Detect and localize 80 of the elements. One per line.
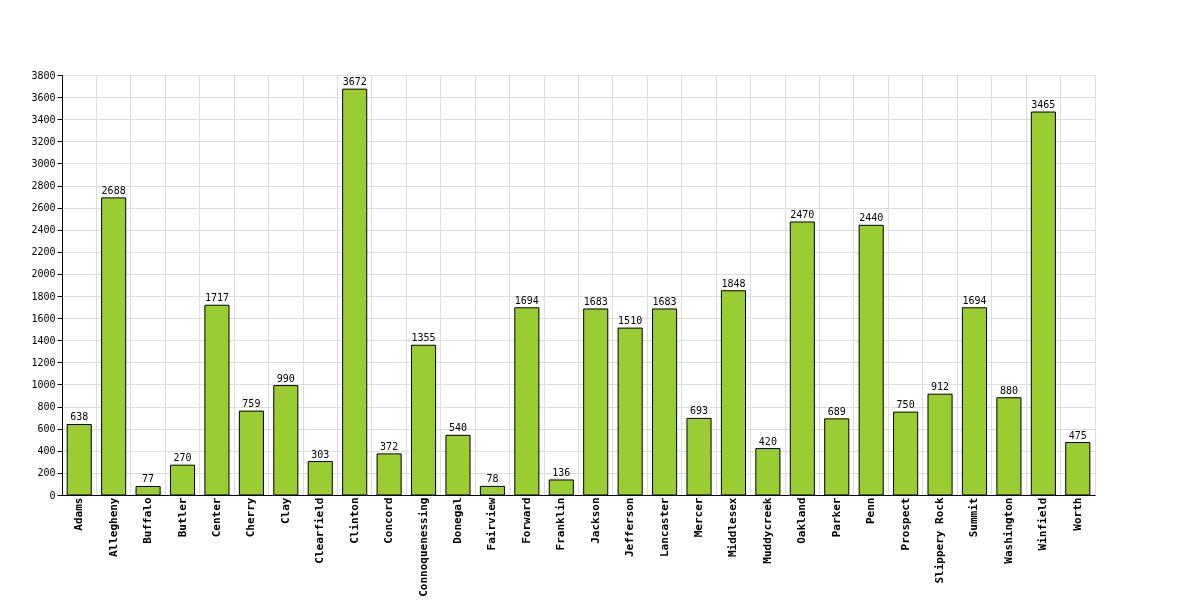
y-tick-label: 2000 — [31, 268, 56, 280]
x-tick-label: Buffalo — [141, 497, 155, 544]
data-label: 912 — [931, 381, 950, 393]
data-label: 689 — [827, 405, 846, 417]
data-label: 759 — [242, 398, 261, 410]
data-label: 270 — [173, 452, 192, 464]
x-tick-label: Oakland — [795, 497, 809, 544]
x-tick-label: Clearfield — [313, 497, 327, 564]
y-tick-label: 800 — [37, 401, 56, 413]
data-label: 2688 — [101, 184, 126, 196]
y-tick-label: 1400 — [31, 334, 56, 346]
y-tick-label: 2200 — [31, 246, 56, 258]
data-label: 475 — [1068, 429, 1087, 441]
x-tick-label: Jackson — [588, 497, 602, 544]
x-tick-label: Washington — [1001, 497, 1015, 564]
data-label: 2440 — [859, 212, 884, 224]
x-tick-label: Worth — [1070, 497, 1084, 531]
x-tick-label: Penn — [864, 497, 878, 524]
data-label: 990 — [276, 372, 295, 384]
y-tick-label: 1600 — [31, 312, 56, 324]
y-tick-label: 2800 — [31, 180, 56, 192]
data-label: 77 — [142, 473, 155, 485]
x-tick-label: Butler — [175, 497, 189, 538]
y-tick-label: 3200 — [31, 135, 56, 147]
x-tick-label: Parker — [829, 497, 843, 538]
data-label: 78 — [486, 473, 499, 485]
x-tick-label: Prospect — [898, 497, 912, 551]
data-label: 303 — [311, 448, 330, 460]
x-tick-label: Allegheny — [106, 497, 120, 558]
data-label: 2470 — [790, 209, 815, 220]
data-label: 1683 — [652, 295, 677, 307]
data-label: 880 — [999, 384, 1018, 396]
data-label: 1694 — [962, 294, 987, 306]
y-tick-label: 600 — [37, 423, 56, 435]
x-tick-label: Clay — [278, 497, 292, 524]
x-tick-label: Franklin — [554, 497, 568, 551]
y-tick-label: 2600 — [31, 202, 56, 214]
data-label: 1683 — [583, 295, 608, 307]
data-label: 1848 — [721, 277, 746, 289]
x-tick-label: Concord — [382, 497, 396, 544]
data-label: 372 — [380, 440, 399, 452]
data-label: 136 — [552, 466, 571, 478]
x-tick-label: Donegal — [450, 497, 464, 544]
x-tick-label: Jefferson — [623, 497, 637, 558]
x-tick-label: Lancaster — [657, 497, 671, 558]
x-tick-label: Muddycreek — [760, 497, 774, 564]
data-label: 1355 — [411, 332, 436, 344]
data-label: 3672 — [342, 76, 367, 88]
data-label: 3465 — [1031, 99, 1056, 111]
y-tick-label: 2400 — [31, 224, 56, 236]
x-tick-label: Mercer — [692, 497, 706, 538]
x-tick-label: Summit — [967, 497, 981, 538]
x-tick-label: Slippery Rock — [933, 497, 947, 584]
data-label: 1717 — [204, 292, 229, 304]
y-tick-label: 1000 — [31, 378, 56, 390]
y-tick-label: 3800 — [31, 69, 56, 81]
y-tick-label: 0 — [49, 489, 56, 501]
y-tick-label: 1200 — [31, 356, 56, 368]
data-label: 1510 — [618, 315, 643, 327]
x-tick-label: Middlesex — [726, 497, 740, 558]
data-label: 540 — [448, 422, 468, 434]
data-label: 420 — [758, 435, 777, 447]
y-tick-label: 200 — [37, 467, 56, 479]
y-tick-label: 3600 — [31, 91, 56, 103]
y-tick-label: 3000 — [31, 157, 56, 169]
data-label: 1694 — [514, 294, 539, 306]
y-tick-label: 1800 — [31, 290, 56, 302]
x-tick-label: Fairview — [485, 497, 499, 551]
x-tick-label: Cherry — [244, 497, 258, 538]
y-tick-label: 3400 — [31, 113, 56, 125]
x-tick-label: Winfield — [1036, 497, 1050, 551]
x-tick-label: Center — [209, 497, 223, 538]
y-tick-label: 400 — [37, 445, 56, 457]
data-label: 750 — [896, 399, 915, 411]
data-label: 638 — [70, 411, 89, 423]
x-tick-label: Connoquenessing — [416, 497, 430, 597]
x-tick-label: Clinton — [347, 497, 361, 544]
data-label: 693 — [689, 405, 709, 417]
x-tick-label: Adams — [72, 497, 86, 531]
x-tick-label: Forward — [519, 497, 533, 544]
